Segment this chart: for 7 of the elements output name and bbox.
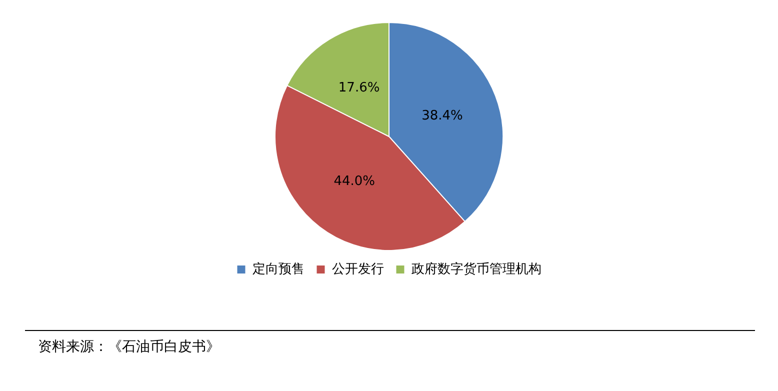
legend-label: 公开发行 (332, 262, 384, 277)
data-label: 38.4% (422, 108, 463, 124)
data-label: 17.6% (338, 80, 380, 96)
text: 资料来源：《石油币白皮书》 (38, 338, 220, 356)
data-label: 44.0% (334, 174, 376, 190)
legend-label: 政府数字货币管理机构 (411, 260, 542, 277)
legend-label: 定向预售 (252, 262, 304, 277)
